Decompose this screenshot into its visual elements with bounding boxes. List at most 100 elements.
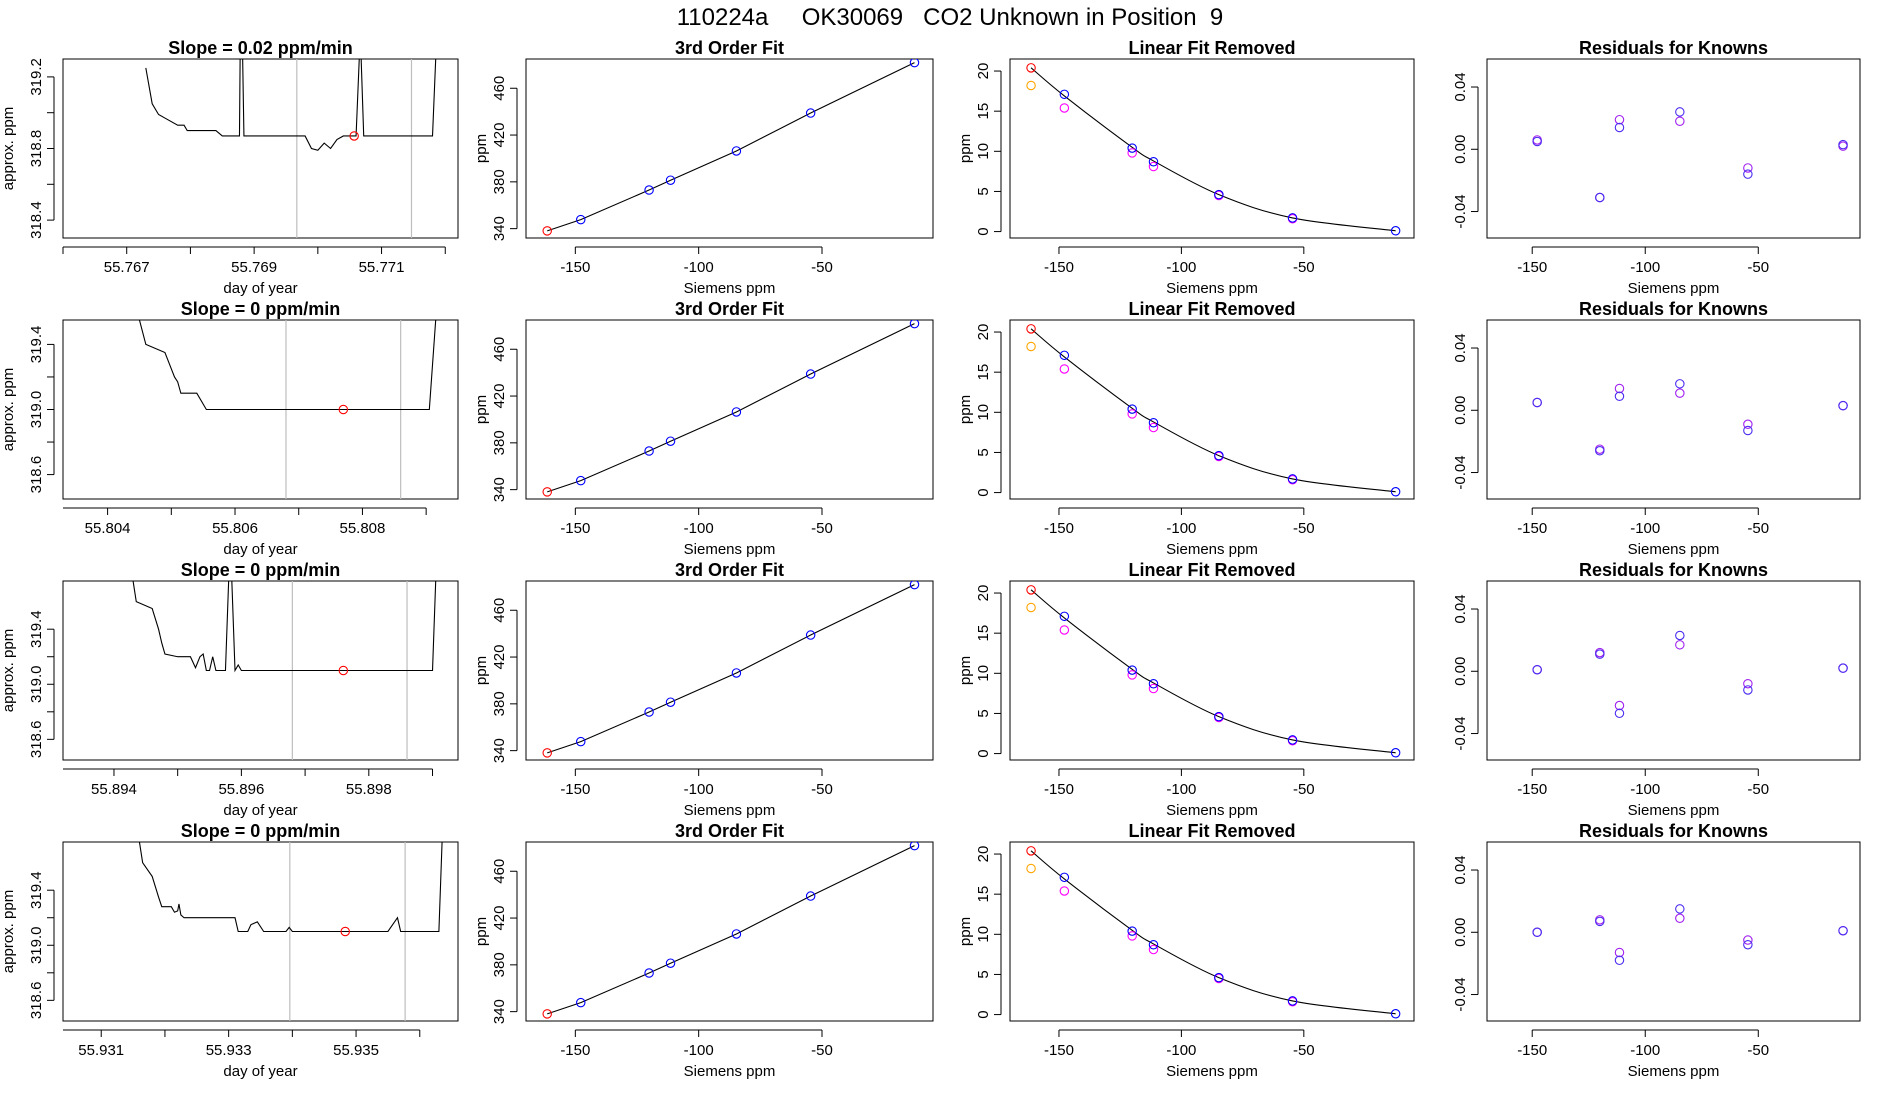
- residual-point: [1675, 630, 1685, 641]
- previous-point: [1026, 80, 1036, 91]
- y-tick-label: 10: [975, 143, 992, 160]
- plot-frame: [1486, 580, 1861, 761]
- plot-area: [542, 59, 920, 236]
- x-axis-label: day of year: [223, 541, 297, 558]
- residual-point-previous: [1614, 383, 1625, 394]
- y-tick-label: 20: [975, 63, 992, 80]
- y-tick-label: 0: [975, 227, 992, 235]
- residual-point-previous: [1743, 935, 1753, 945]
- standard-point: [576, 475, 586, 486]
- x-axis-label: Siemens ppm: [684, 280, 776, 297]
- standard-point: [909, 581, 920, 590]
- previous-point: [1026, 341, 1036, 352]
- panel-1-2: [510, 58, 934, 254]
- main-title: 110224a OK30069 CO2 Unknown in Position …: [676, 4, 1224, 31]
- fit-curve: [1030, 850, 1396, 1015]
- unknown-point: [542, 226, 552, 236]
- residual-point-previous: [1743, 419, 1753, 430]
- y-tick-label: -0.04: [1452, 455, 1469, 489]
- x-axis-label: Siemens ppm: [1166, 280, 1258, 297]
- y-tick-label: 319.2: [28, 58, 45, 96]
- y-axis-label: approx. ppm: [0, 629, 17, 712]
- y-tick-label: 318.6: [28, 982, 45, 1020]
- fit-curve: [1030, 328, 1396, 493]
- plot-area: [1026, 63, 1401, 236]
- y-tick-label: 0.04: [1452, 72, 1469, 101]
- x-tick-label: -100: [684, 520, 714, 537]
- plot-frame: [1486, 841, 1861, 1022]
- trace-line: [145, 59, 437, 151]
- unknown-point: [542, 1009, 552, 1019]
- fit-curve: [1030, 589, 1396, 754]
- trace-line: [138, 842, 443, 933]
- residual-point: [1614, 122, 1625, 133]
- unknown-point: [1026, 324, 1036, 334]
- x-tick-label: 55.935: [333, 1042, 379, 1059]
- residual-point: [1743, 425, 1753, 436]
- y-tick-label: 0.00: [1452, 135, 1469, 164]
- x-tick-label: -50: [811, 259, 833, 276]
- standard-point: [1148, 417, 1159, 428]
- y-tick-label: 15: [975, 364, 992, 381]
- previous-standard-point: [1148, 161, 1159, 172]
- fit-line: [547, 845, 915, 1015]
- panel-title: 3rd Order Fit: [675, 299, 784, 319]
- standard-point: [1214, 189, 1224, 200]
- residual-point: [1838, 925, 1848, 936]
- y-axis-label: approx. ppm: [0, 890, 17, 973]
- panel-2-1: [47, 319, 459, 515]
- residual-point: [1743, 169, 1753, 179]
- plot-frame: [525, 841, 934, 1022]
- standard-point: [1390, 487, 1401, 497]
- y-axis-label: ppm: [957, 917, 974, 946]
- plot-area: [1532, 904, 1848, 966]
- y-tick-label: -0.04: [1452, 977, 1469, 1011]
- residual-point-previous: [1614, 700, 1625, 711]
- x-axis-label: day of year: [223, 802, 297, 819]
- y-tick-label: 420: [491, 906, 508, 931]
- panel-title: Linear Fit Removed: [1128, 299, 1295, 319]
- standard-point: [1127, 143, 1137, 153]
- panel-1-3: [994, 58, 1415, 254]
- panel-title: Residuals for Knowns: [1579, 560, 1768, 580]
- x-axis-label: Siemens ppm: [1628, 802, 1720, 819]
- plot-frame: [62, 841, 459, 1022]
- unknown-point: [1026, 585, 1036, 595]
- y-tick-label: 15: [975, 103, 992, 120]
- x-tick-label: -150: [560, 259, 590, 276]
- y-tick-label: 0: [975, 1010, 992, 1018]
- panel-title: 3rd Order Fit: [675, 38, 784, 58]
- residual-point: [1675, 107, 1685, 117]
- residual-point-previous: [1743, 163, 1753, 173]
- x-tick-label: 55.894: [91, 781, 137, 798]
- y-axis-label: ppm: [473, 395, 490, 424]
- fit-line: [547, 584, 915, 754]
- panel-title: 3rd Order Fit: [675, 821, 784, 841]
- plot-area: [138, 842, 443, 1021]
- y-axis-label: ppm: [473, 656, 490, 685]
- standard-point: [1059, 611, 1070, 622]
- standard-point: [644, 707, 654, 717]
- standard-point: [731, 407, 742, 417]
- x-axis-label: day of year: [223, 280, 297, 297]
- y-tick-label: 0.00: [1452, 396, 1469, 425]
- panel-title: Linear Fit Removed: [1128, 821, 1295, 841]
- trace-line: [138, 320, 437, 411]
- y-tick-label: 10: [975, 665, 992, 682]
- x-tick-label: -50: [1747, 781, 1769, 798]
- mean-point: [338, 665, 349, 676]
- mean-point: [338, 404, 349, 415]
- previous-standard-point: [1127, 148, 1137, 158]
- x-tick-label: -100: [684, 781, 714, 798]
- plot-area: [1532, 379, 1848, 456]
- y-tick-label: 380: [491, 169, 508, 194]
- x-tick-label: -50: [1293, 781, 1315, 798]
- y-tick-label: 0: [975, 749, 992, 757]
- standard-point: [1214, 972, 1224, 983]
- x-tick-label: 55.769: [231, 259, 277, 276]
- residual-point: [1614, 955, 1625, 966]
- standard-point: [731, 146, 742, 156]
- plot-frame: [1009, 319, 1415, 500]
- plot-area: [1026, 324, 1401, 497]
- x-tick-label: -150: [1517, 1042, 1547, 1059]
